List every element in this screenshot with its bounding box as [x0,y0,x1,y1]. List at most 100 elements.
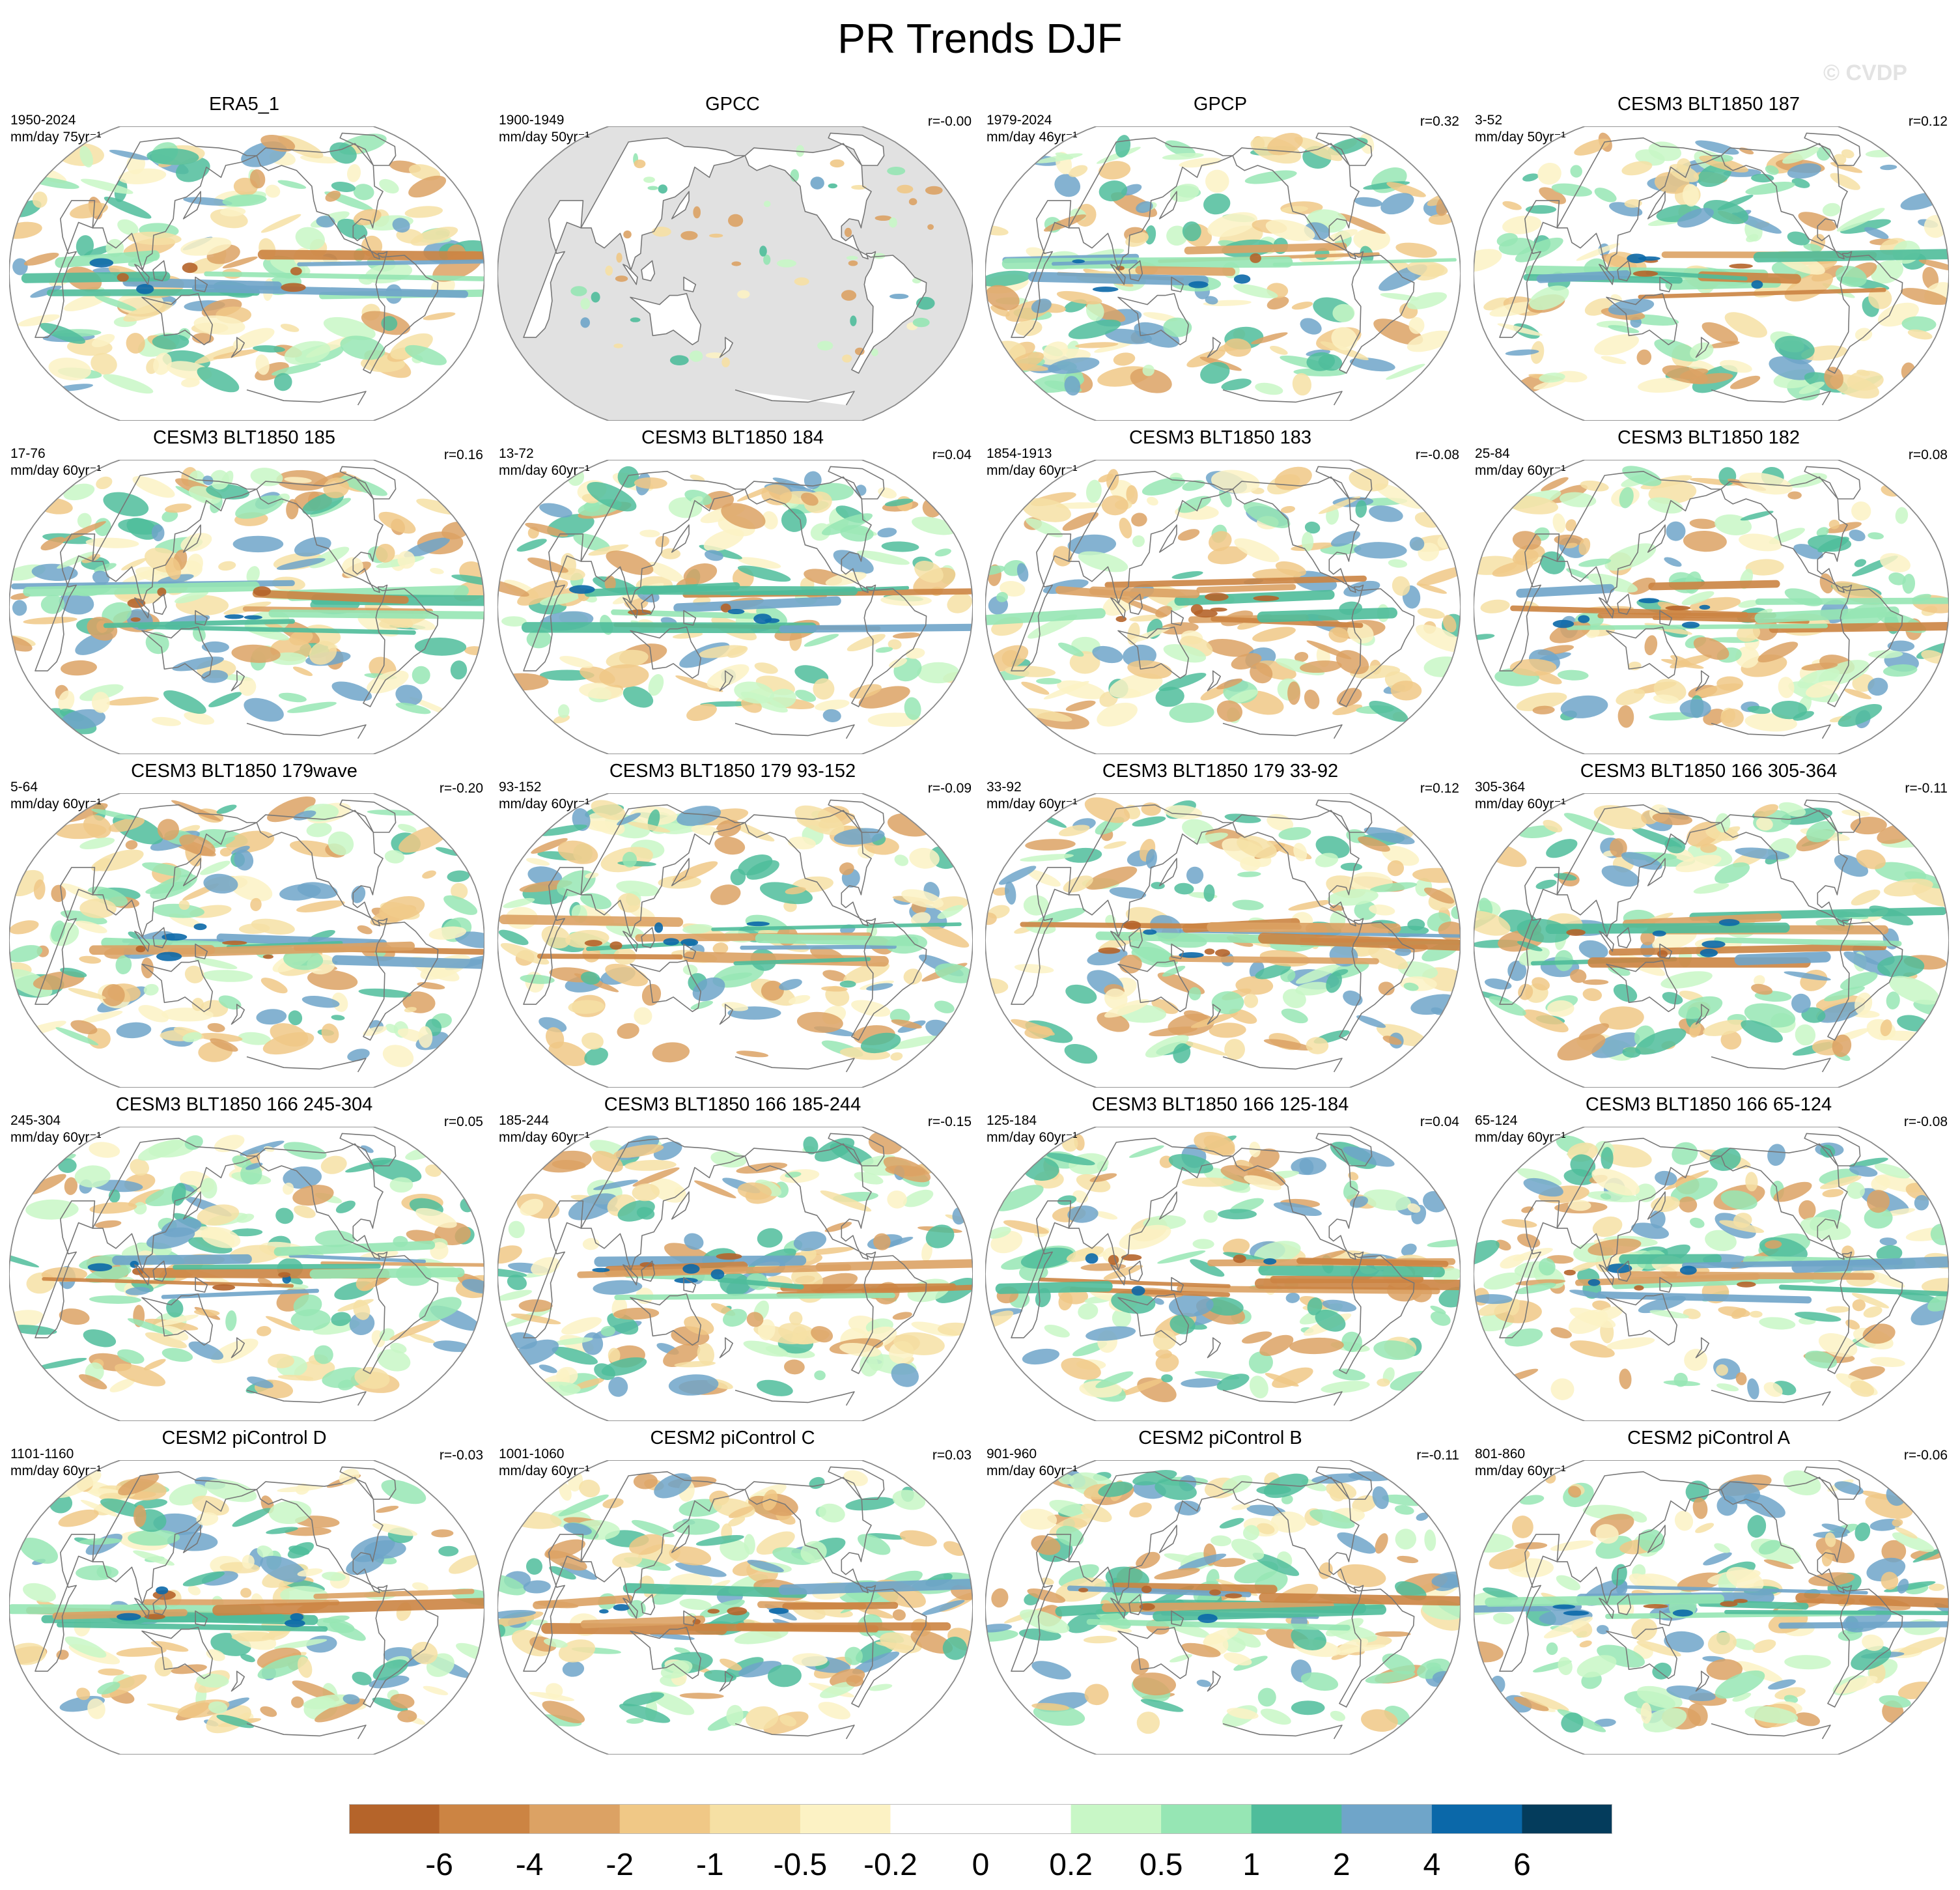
trend-patch [180,237,232,256]
trend-patch [796,1011,843,1033]
trend-patch [1182,480,1205,491]
trend-extreme [1652,930,1666,937]
panel-years: 1854-1913 [987,446,1052,461]
trend-band [1734,951,1831,966]
trend-patch [1504,1328,1543,1347]
trend-patch [298,1656,313,1678]
trend-band [297,259,484,267]
trend-patch [1103,1265,1143,1280]
trend-patch [1754,975,1765,986]
trend-patch [179,834,216,856]
trend-patch [201,970,253,982]
trend-patch [143,983,159,996]
trend-patch [1228,689,1259,704]
trend-patch [1025,518,1063,538]
trend-patch [690,1000,714,1010]
trend-patch [1183,1010,1209,1023]
trend-patch [1593,805,1647,830]
coastline [1617,1260,1632,1282]
coastline [1158,1525,1177,1553]
trend-patch [1556,1575,1581,1591]
trend-patch [1512,531,1541,550]
trend-extreme [682,1263,700,1274]
trend-patch [1252,1553,1300,1576]
map-outline [9,1127,484,1421]
trend-patch [1207,212,1257,237]
map-outline [1474,793,1949,1088]
coastline [523,867,584,1005]
panel-title: CESM3 BLT1850 166 305-364 [1580,761,1838,782]
trend-patch [91,858,112,871]
trend-extreme [1638,598,1660,604]
trend-patch [200,860,231,875]
map-svg [985,460,1461,754]
trend-patch [1662,992,1683,1005]
trend-extreme [1204,948,1215,955]
trend-patch [1292,373,1312,396]
trend-patch [438,1545,459,1557]
trend-patch [238,677,257,696]
trend-patch [873,1233,891,1250]
trend-patch [1803,244,1822,251]
trend-patch [349,1312,375,1335]
coastline [1315,132,1373,166]
trend-patch [211,836,236,849]
trend-patch [679,1598,712,1611]
trend-patch [937,1322,973,1336]
colorbar-swatch [710,1804,801,1834]
trend-patch [842,354,852,363]
trend-patch [825,571,867,586]
trend-band [1795,1592,1949,1608]
coastline [1011,867,1072,1005]
trend-patch [244,698,284,722]
trend-patch [1875,862,1927,883]
trend-patch [1739,472,1793,495]
coastline [1232,1476,1415,1708]
trend-patch [1309,1509,1355,1529]
trend-patch [728,1506,755,1519]
trend-extreme [156,952,182,961]
trend-patch [1265,219,1315,242]
trend-patch [1516,692,1567,711]
trend-patch [762,1489,778,1511]
trend-patch [890,1036,940,1049]
coastline [623,1598,638,1619]
coastline [1315,1466,1373,1500]
trend-patch [116,1022,152,1039]
trend-patch [1057,680,1106,699]
trend-patch [672,632,703,639]
trend-patch [323,317,376,341]
trend-patch [1205,296,1218,305]
trend-patch [1735,1372,1747,1385]
trend-patch [1664,1631,1704,1653]
trend-patch [1252,627,1296,642]
trend-patch [1550,1540,1594,1551]
trend-band [331,955,484,969]
trend-patch [331,1312,351,1327]
trend-patch [1151,882,1165,890]
trend-patch [1306,1037,1329,1054]
trend-patch [288,1010,303,1026]
trend-patch [1660,971,1713,989]
map-outline [1474,460,1949,754]
trend-patch [1522,173,1539,182]
trend-patch [1505,349,1539,356]
trend-patch [1928,1583,1945,1591]
trend-patch [1716,1364,1728,1376]
trend-patch [1216,700,1243,722]
trend-patch [1835,1676,1878,1694]
trend-patch [990,305,1010,317]
trend-patch [1248,1351,1273,1374]
trend-patch [1061,1357,1101,1380]
trend-patch [79,837,115,850]
map-outline [497,126,973,421]
trend-patch [118,1473,160,1495]
land-field [641,261,655,281]
trend-patch [580,971,600,985]
trend-patch [182,1032,202,1043]
trend-patch [1078,551,1128,572]
trend-patch [1787,491,1802,500]
trend-patch [1111,1290,1156,1314]
trend-band [1778,1621,1949,1629]
panel-correlation: r=0.05 [443,1114,483,1129]
